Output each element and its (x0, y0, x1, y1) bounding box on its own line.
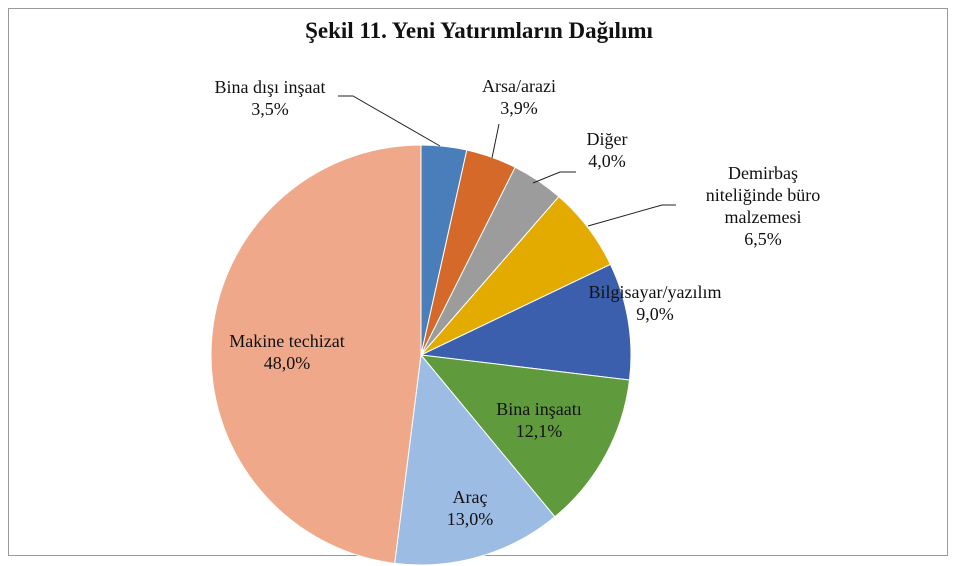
category-label: Diğer (586, 129, 628, 149)
category-label: Bina inşaatı (496, 399, 582, 419)
chart-title: Şekil 11. Yeni Yatırımların Dağılımı (305, 18, 653, 43)
category-label: Makine techizat (229, 331, 345, 351)
data-label: Diğer 4,0% (557, 128, 657, 172)
value-label: 13,0% (446, 509, 494, 529)
data-label: Demirbaş niteliğinde büro malzemesi 6,5% (688, 162, 838, 250)
leader-line (587, 204, 676, 227)
category-label: Bina dışı inşaat (214, 77, 326, 97)
leader-line (532, 171, 576, 184)
value-label: 48,0% (263, 353, 311, 373)
category-label: Arsa/arazi (482, 76, 556, 96)
data-label: Bina dışı inşaat 3,5% (170, 76, 370, 120)
pie-slice (394, 353, 556, 566)
category-label: Demirbaş niteliğinde büro malzemesi (705, 163, 821, 227)
category-label: Bilgisayar/yazılım (588, 282, 722, 302)
data-label: Makine techizat 48,0% (197, 330, 377, 374)
value-label: 3,9% (500, 98, 538, 118)
pie-slice (419, 354, 631, 518)
data-label: Bina inşaatı 12,1% (474, 398, 604, 442)
value-label: 4,0% (588, 151, 626, 171)
category-label: Araç (452, 487, 488, 507)
value-label: 12,1% (515, 421, 563, 441)
value-label: 6,5% (744, 229, 782, 249)
data-label: Araç 13,0% (415, 486, 525, 530)
value-label: 9,0% (636, 304, 674, 324)
leader-line (338, 95, 441, 147)
pie-slice (210, 144, 422, 564)
leader-line (491, 123, 500, 159)
value-label: 3,5% (251, 99, 289, 119)
data-label: Bilgisayar/yazılım 9,0% (584, 281, 726, 325)
data-label: Arsa/arazi 3,9% (459, 75, 579, 119)
pie-slice (419, 263, 632, 381)
